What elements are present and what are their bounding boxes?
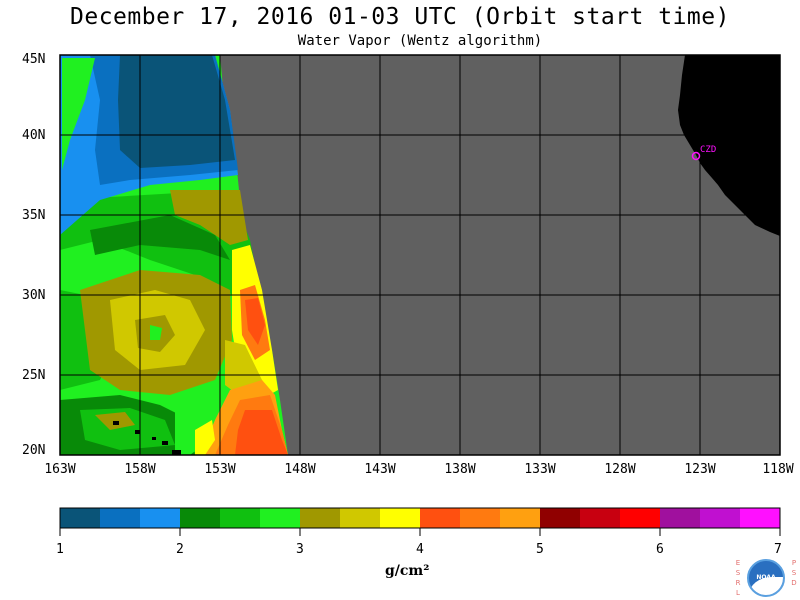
station-marker — [691, 151, 701, 161]
colorbar-swatch — [100, 508, 141, 528]
colorbar-swatch — [460, 508, 501, 528]
lat-label-20n: 20N — [22, 443, 46, 458]
lat-label-30n: 30N — [22, 288, 46, 303]
lon-label-148w: 148W — [284, 462, 316, 477]
colorbar-swatch — [140, 508, 181, 528]
colorbar-tick-4: 4 — [416, 542, 424, 557]
lat-label-45n: 45N — [22, 52, 46, 67]
water-vapor-field — [60, 55, 288, 455]
map-title: December 17, 2016 01-03 UTC (Orbit start… — [70, 4, 730, 30]
colorbar-swatch — [580, 508, 621, 528]
colorbar-tick-5: 5 — [536, 542, 544, 557]
colorbar-swatch — [180, 508, 221, 528]
colorbar-swatch — [340, 508, 381, 528]
colorbar-tick-7: 7 — [774, 542, 782, 557]
lon-label-153w: 153W — [204, 462, 236, 477]
colorbar-swatch — [540, 508, 581, 528]
colorbar-tick-2: 2 — [176, 542, 184, 557]
colorbar-swatch — [620, 508, 661, 528]
colorbar-units: g/cm² — [385, 563, 430, 579]
colorbar-swatch — [740, 508, 781, 528]
colorbar-swatch — [220, 508, 261, 528]
colorbar-tick-3: 3 — [296, 542, 304, 557]
map-subtitle: Water Vapor (Wentz algorithm) — [297, 33, 543, 49]
colorbar-swatch — [260, 508, 301, 528]
grid-lines — [60, 55, 780, 455]
colorbar-swatch — [700, 508, 741, 528]
station-label: CZD — [700, 145, 717, 155]
lon-label-138w: 138W — [444, 462, 476, 477]
colorbar — [60, 508, 781, 528]
colorbar-ticks — [59, 528, 781, 536]
lat-label-35n: 35N — [22, 208, 46, 223]
lon-label-133w: 133W — [524, 462, 556, 477]
colorbar-swatch — [60, 508, 101, 528]
colorbar-swatch — [300, 508, 341, 528]
lat-label-25n: 25N — [22, 368, 46, 383]
land-mass — [678, 55, 780, 236]
colorbar-swatch — [380, 508, 421, 528]
lat-label-40n: 40N — [22, 128, 46, 143]
hawaii-islands — [113, 421, 181, 455]
colorbar-swatch — [420, 508, 461, 528]
lon-label-118w: 118W — [762, 462, 794, 477]
lon-label-158w: 158W — [124, 462, 156, 477]
colorbar-tick-6: 6 — [656, 542, 664, 557]
lon-label-143w: 143W — [364, 462, 396, 477]
noaa-emblem-icon: NOAA — [747, 559, 785, 597]
lon-label-128w: 128W — [604, 462, 636, 477]
colorbar-tick-1: 1 — [56, 542, 64, 557]
map-border — [59, 54, 781, 456]
lon-label-163w: 163W — [44, 462, 76, 477]
colorbar-swatch — [500, 508, 541, 528]
colorbar-swatch — [660, 508, 701, 528]
lon-label-123w: 123W — [684, 462, 716, 477]
